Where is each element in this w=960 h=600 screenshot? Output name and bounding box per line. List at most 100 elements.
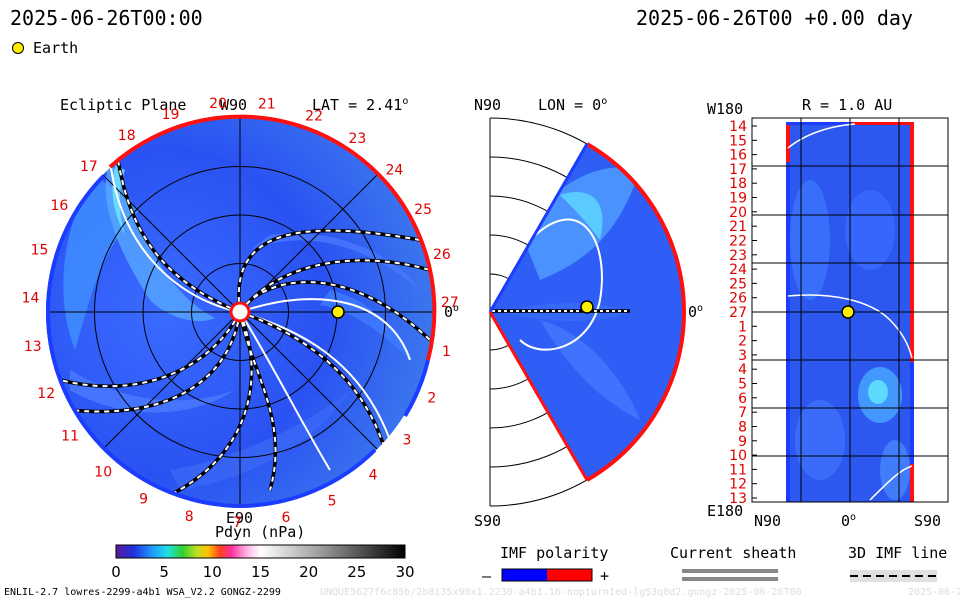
- ecliptic-day-tick: 22: [305, 109, 323, 125]
- ecliptic-e90-label: E90: [226, 509, 254, 527]
- rplane-day-tick: 5: [738, 377, 747, 393]
- rplane-day-tick: 24: [729, 262, 747, 278]
- rplane-day-tick: 6: [738, 391, 747, 407]
- ecliptic-plane-title: Ecliptic Plane: [60, 96, 187, 114]
- ecliptic-plane-panel: 20 21222324252627123456789101112131415161…: [22, 96, 459, 531]
- rplane-day-tick: 26: [729, 291, 747, 307]
- rplane-day-tick: 7: [738, 405, 747, 421]
- earth-marker-icon: [12, 42, 24, 54]
- imf-positive-swatch: [547, 569, 592, 581]
- rplane-day-tick: 23: [729, 248, 747, 264]
- rplane-edge-positive: [910, 122, 914, 362]
- earth-marker-rplane: [841, 305, 855, 319]
- ecliptic-day-tick: 3: [403, 432, 412, 448]
- meridional-rim-positive: [585, 142, 686, 482]
- rplane-day-tick: 14: [729, 119, 747, 135]
- rplane-day-tick: 19: [729, 191, 747, 207]
- imf-minus-label: –: [482, 567, 492, 585]
- rplane-day-tick: 1: [738, 319, 747, 335]
- rplane-day-tick: 27: [729, 305, 747, 321]
- meridional-edge-north: [488, 143, 589, 313]
- meridional-lon-title: LON = 0o: [538, 96, 608, 114]
- ecliptic-day-tick: 23: [348, 131, 366, 147]
- ecliptic-day-tick: 5: [328, 494, 337, 510]
- ecliptic-day-tick: 1: [442, 344, 451, 360]
- rplane-n90-label: N90: [754, 512, 782, 530]
- timestamp-title: 2025-06-26T00:00: [10, 6, 203, 30]
- imf-3d-line-title: 3D IMF line: [848, 544, 948, 562]
- colorbar-tick-label: 5: [159, 563, 169, 581]
- ecliptic-0deg-label: 0o: [444, 303, 460, 321]
- run-id-watermark: UNQUE5627f6c85b/2b8i35x90x1.2230-a4b1.16…: [320, 587, 802, 598]
- ecliptic-day-tick: 11: [61, 428, 79, 444]
- imf-polarity-title: IMF polarity: [500, 544, 609, 562]
- sun-inner-boundary: [229, 301, 251, 323]
- current-sheath-title: Current sheath: [670, 544, 797, 562]
- rplane-day-tick: 3: [738, 348, 747, 364]
- colorbar-tick-label: 0: [111, 563, 121, 581]
- time-offset-title: 2025-06-26T00 +0.00 day: [636, 6, 913, 30]
- rplane-day-tick: 8: [738, 420, 747, 436]
- ecliptic-day-tick: 17: [80, 159, 98, 175]
- earth-marker-meridional: [580, 300, 594, 314]
- rplane-day-tick: 11: [729, 462, 747, 478]
- earth-marker-ecliptic: [331, 305, 345, 319]
- rplane-day-tick: 25: [729, 276, 747, 292]
- earth-legend: Earth: [12, 39, 78, 57]
- rplane-day-ticks: 1415161718192021222324252627123456789101…: [729, 119, 747, 507]
- rplane-title: R = 1.0 AU: [802, 96, 893, 114]
- ecliptic-day-tick: 6: [282, 510, 291, 526]
- ecliptic-spiral-lines: [59, 159, 432, 497]
- ecliptic-day-tick: 10: [94, 464, 112, 480]
- imf-negative-swatch: [502, 569, 547, 581]
- ecliptic-day-tick: 13: [24, 339, 42, 355]
- colorbar-tick-label: 20: [299, 563, 318, 581]
- meridional-s90-label: S90: [474, 512, 502, 530]
- rplane-day-tick: 2: [738, 334, 747, 350]
- rplane-day-tick: 21: [729, 219, 747, 235]
- ecliptic-day-tick: 20: [209, 96, 227, 112]
- colorbar-tick-label: 10: [203, 563, 222, 581]
- ecliptic-day-tick: 27: [441, 295, 459, 311]
- rplane-e180-label: E180: [707, 502, 744, 520]
- meridional-plane-panel: [488, 117, 686, 507]
- earth-legend-label: Earth: [33, 39, 79, 57]
- colorbar-tick-label: 25: [347, 563, 366, 581]
- ecliptic-day-tick: 2: [427, 390, 436, 406]
- ecliptic-day-tick: 12: [37, 386, 55, 402]
- ecliptic-day-tick: 21: [258, 97, 276, 113]
- ecliptic-rim-positive: [108, 114, 437, 361]
- ecliptic-day-tick: 15: [31, 242, 49, 258]
- ecliptic-day-tick: 24: [385, 163, 403, 179]
- ecliptic-day-tick: 8: [185, 509, 194, 525]
- ecliptic-day-tick: 14: [22, 290, 40, 306]
- rplane-0deg-label: 0o: [841, 512, 857, 530]
- meridional-lines: [492, 218, 630, 351]
- rplane-day-tick: 10: [729, 448, 747, 464]
- imf-plus-label: +: [600, 567, 610, 585]
- rplane-frame: [751, 117, 949, 503]
- rplane-day-tick: 17: [729, 162, 747, 178]
- rplane-day-tick: 12: [729, 477, 747, 493]
- ecliptic-day-tick: 7: [233, 515, 242, 531]
- colorbar-gradient: [115, 544, 406, 559]
- rplane-day-tick: 20: [729, 205, 747, 221]
- meridional-n90-label: N90: [474, 96, 502, 114]
- model-info-footer: ENLIL-2.7 lowres-2299-a4b1 WSA_V2.2 GONG…: [4, 587, 281, 598]
- rplane-day-tick: 15: [729, 133, 747, 149]
- r-plane-panel: 1415161718192021222324252627123456789101…: [729, 117, 949, 507]
- meridional-0deg-label: 0o: [688, 303, 704, 321]
- pdyn-colorbar: 0 5 10 15 20 25 30: [111, 544, 415, 581]
- colorbar-tick-label: 30: [395, 563, 414, 581]
- ecliptic-w90-label: W90: [220, 96, 248, 114]
- rplane-s90-label: S90: [914, 512, 942, 530]
- imf-polarity-legend: [501, 568, 593, 582]
- rplane-day-tick: 13: [729, 491, 747, 507]
- ecliptic-day-tick: 25: [414, 202, 432, 218]
- ecliptic-day-tick: 4: [369, 467, 378, 483]
- ecliptic-day-tick: 16: [50, 198, 68, 214]
- rplane-density-features: [790, 180, 910, 500]
- imf-3d-line-legend: [850, 570, 937, 582]
- ecliptic-day-tick: 26: [433, 247, 451, 263]
